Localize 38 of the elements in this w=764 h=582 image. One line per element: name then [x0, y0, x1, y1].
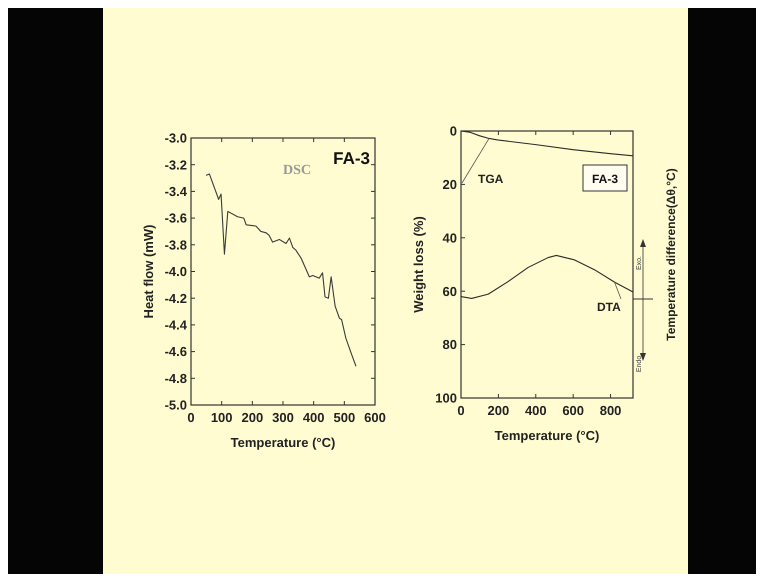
y-tick-label: -5.0: [164, 398, 187, 413]
y-tick-label: -4.6: [164, 344, 187, 360]
y-tick-label: 60: [442, 284, 457, 299]
line-series: [205, 173, 357, 367]
x-tick-label: 100: [210, 410, 233, 425]
y-tick-label: -3.6: [164, 210, 187, 226]
x-axis-title: Temperature (°C): [494, 428, 600, 443]
y-tick-label: 40: [442, 230, 457, 246]
y-tick-label: -3.8: [164, 237, 187, 252]
x-tick-label: 800: [600, 403, 622, 418]
y-axis-title: Weight loss (%): [411, 216, 426, 313]
annotation: FA-3: [592, 172, 618, 186]
y-axis-title: Heat flow (mW): [141, 224, 156, 318]
y-tick-label: -4.2: [164, 290, 187, 306]
y-tick-label: 20: [442, 176, 457, 192]
y-tick-label: 80: [442, 337, 457, 352]
y-tick-label: 0: [450, 124, 457, 139]
legend-label: DTA: [597, 300, 622, 314]
y-tick-label: -3.0: [164, 130, 187, 146]
x-tick-label: 400: [302, 410, 325, 425]
x-tick-label: 400: [524, 403, 547, 418]
y-tick-label: 100: [435, 390, 457, 406]
y-tick-label: -4.4: [164, 317, 188, 332]
annotation: FA-3: [333, 149, 370, 168]
y-tick-label: -4.8: [164, 370, 187, 386]
y-tick-label: -3.4: [164, 184, 188, 199]
y-tick-label: -4.0: [164, 264, 187, 280]
y-tick-label: -3.2: [164, 157, 187, 172]
x-tick-label: 300: [272, 410, 294, 425]
text: TGA: [478, 172, 504, 186]
x-tick-label: 600: [364, 410, 386, 425]
x-tick-label: 200: [241, 410, 264, 425]
x-axis-title: Temperature (°C): [230, 435, 336, 450]
y2-axis-title: Temperature difference(Δθ,°C): [664, 168, 678, 341]
x-tick-label: 600: [562, 403, 584, 418]
text: DSC: [283, 163, 312, 178]
x-tick-label: 200: [488, 403, 510, 418]
x-tick-label: 500: [333, 410, 356, 425]
